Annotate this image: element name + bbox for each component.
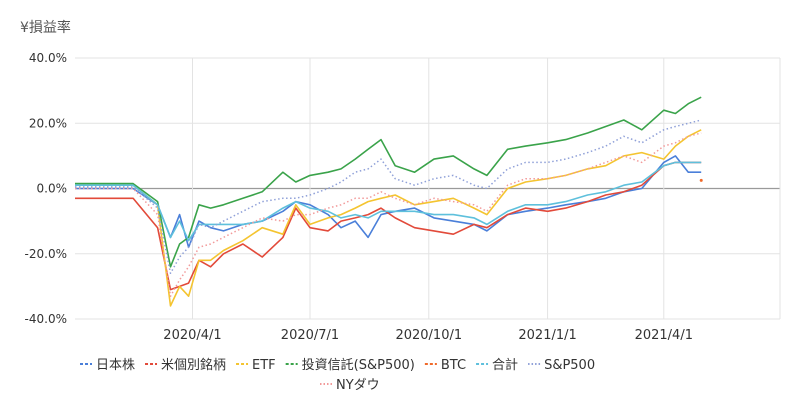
grid xyxy=(75,57,781,320)
legend-item: NYダウ xyxy=(320,378,380,393)
legend-label: BTC xyxy=(441,358,466,373)
legend-item: 投資信託(S&P500) xyxy=(285,357,415,373)
legend-label: 投資信託(S&P500) xyxy=(302,357,415,373)
y-tick-label: 40.0% xyxy=(29,51,67,65)
legend-item: 合計 xyxy=(476,357,518,373)
series-line xyxy=(75,161,702,291)
y-tick-label: -20.0% xyxy=(25,247,67,261)
x-axis-ticks: 2020/4/1 2020/7/1 2020/10/1 2021/1/1 2021/4/… xyxy=(163,328,693,343)
legend-item: 日本株 xyxy=(80,358,135,373)
legend: 日本株 米個別銘柄 ETF 投資信託(S&P500) BTC 合計 S&P500 NYダウ xyxy=(80,357,595,393)
legend-label: NYダウ xyxy=(336,378,380,393)
legend-label: 合計 xyxy=(492,357,518,373)
y-tick-label: 0.0% xyxy=(37,182,68,196)
legend-item: ETF xyxy=(236,358,276,373)
x-tick-label: 2020/10/1 xyxy=(395,328,462,343)
x-tick-label: 2020/4/1 xyxy=(163,328,221,343)
y-tick-label: 20.0% xyxy=(29,116,67,130)
legend-label: S&P500 xyxy=(544,358,595,373)
series-line xyxy=(75,96,702,268)
series-line xyxy=(75,155,702,248)
y-axis-ticks: 40.0% 20.0% 0.0% -20.0% -40.0% xyxy=(25,51,67,326)
x-tick-label: 2021/1/1 xyxy=(518,328,576,343)
series-point xyxy=(699,178,703,182)
series-line xyxy=(75,161,702,242)
legend-label: 日本株 xyxy=(96,358,135,373)
x-tick-label: 2020/7/1 xyxy=(281,328,339,343)
y-axis-label: ¥損益率 xyxy=(20,19,71,36)
legend-item: 米個別銘柄 xyxy=(145,358,226,373)
y-tick-label: -40.0% xyxy=(25,312,67,326)
series-line xyxy=(75,132,702,297)
legend-item: BTC xyxy=(424,358,466,373)
series-line xyxy=(75,129,702,307)
legend-item: S&P500 xyxy=(528,358,595,373)
series-lines xyxy=(75,96,703,307)
legend-label: ETF xyxy=(252,358,276,373)
legend-label: 米個別銘柄 xyxy=(161,358,226,373)
x-tick-label: 2021/4/1 xyxy=(635,328,693,343)
series-line xyxy=(75,119,702,275)
